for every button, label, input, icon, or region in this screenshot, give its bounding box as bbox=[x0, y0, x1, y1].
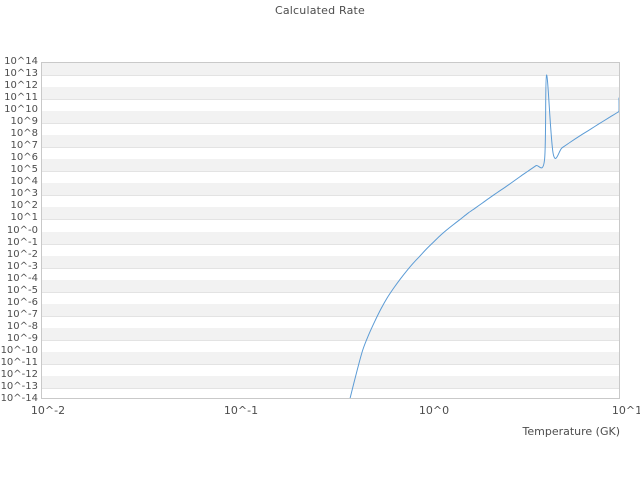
y-tick-label: 10^13 bbox=[4, 68, 38, 80]
y-gridline bbox=[42, 292, 619, 293]
y-tick-label: 10^3 bbox=[10, 188, 38, 200]
y-tick-label: 10^2 bbox=[10, 200, 38, 212]
plot-band bbox=[42, 135, 619, 148]
y-gridline bbox=[42, 244, 619, 245]
plot-background-bands bbox=[42, 63, 619, 398]
y-gridline bbox=[42, 364, 619, 365]
y-tick-label: 10^7 bbox=[10, 140, 38, 152]
x-tick-label: 10^-2 bbox=[30, 404, 66, 417]
plot-band bbox=[42, 255, 619, 268]
y-gridline bbox=[42, 75, 619, 76]
y-tick-label: 10^11 bbox=[4, 92, 38, 104]
y-tick-label: 10^-2 bbox=[6, 248, 38, 260]
y-tick-label: 10^-11 bbox=[0, 356, 38, 368]
y-tick-label: 10^-13 bbox=[0, 380, 38, 392]
y-gridline bbox=[42, 268, 619, 269]
y-gridline bbox=[42, 388, 619, 389]
y-gridline bbox=[42, 340, 619, 341]
y-tick-label: 10^-12 bbox=[0, 368, 38, 380]
y-tick-label: 10^9 bbox=[10, 116, 38, 128]
y-tick-label: 10^-5 bbox=[6, 284, 38, 296]
y-tick-label: 10^12 bbox=[4, 80, 38, 92]
y-tick-label: 10^-6 bbox=[6, 296, 38, 308]
plot-band bbox=[42, 207, 619, 220]
x-tick-label: 10^0 bbox=[418, 404, 450, 417]
y-tick-label: 10^10 bbox=[4, 104, 38, 116]
y-tick-label: 10^-8 bbox=[6, 320, 38, 332]
plot-band bbox=[42, 63, 619, 76]
y-axis-tick-labels: 10^14 10^13 10^12 10^11 10^10 10^9 10^8 10^7 10^… bbox=[0, 0, 41, 480]
y-tick-label: 10^-1 bbox=[6, 236, 38, 248]
y-tick-label: 10^8 bbox=[10, 128, 38, 140]
plot-band bbox=[42, 111, 619, 124]
plot-band bbox=[42, 279, 619, 292]
y-gridline bbox=[42, 195, 619, 196]
y-tick-label: 10^-9 bbox=[6, 332, 38, 344]
rate-curve-line bbox=[349, 74, 619, 398]
plot-band bbox=[42, 327, 619, 340]
x-tick-label: 10^-1 bbox=[223, 404, 259, 417]
plot-band bbox=[42, 303, 619, 316]
y-tick-label: 10^-3 bbox=[6, 260, 38, 272]
plot-band bbox=[42, 159, 619, 172]
y-tick-label: 10^-0 bbox=[6, 224, 38, 236]
y-gridline bbox=[42, 316, 619, 317]
y-tick-label: 10^4 bbox=[10, 176, 38, 188]
y-tick-label: 10^14 bbox=[4, 56, 38, 67]
y-gridline bbox=[42, 219, 619, 220]
plot-band bbox=[42, 375, 619, 388]
x-tick-label: 10^1 bbox=[611, 404, 640, 417]
chart-title: Calculated Rate bbox=[274, 4, 366, 17]
y-gridline bbox=[42, 123, 619, 124]
y-gridline bbox=[42, 171, 619, 172]
y-tick-label: 10^1 bbox=[10, 212, 38, 224]
plot-band bbox=[42, 183, 619, 196]
y-gridline bbox=[42, 147, 619, 148]
plot-band bbox=[42, 351, 619, 364]
y-tick-label: 10^-7 bbox=[6, 308, 38, 320]
plot-band bbox=[42, 231, 619, 244]
plot-band bbox=[42, 87, 619, 100]
y-tick-label: 10^-14 bbox=[0, 393, 38, 404]
y-tick-label: 10^5 bbox=[10, 164, 38, 176]
rate-curve-svg bbox=[349, 74, 619, 398]
y-tick-label: 10^6 bbox=[10, 152, 38, 164]
plot-area bbox=[41, 62, 620, 399]
y-gridline bbox=[42, 99, 619, 100]
x-axis-title: Temperature (GK) bbox=[522, 425, 621, 438]
y-tick-label: 10^-10 bbox=[0, 344, 38, 356]
y-tick-label: 10^-4 bbox=[6, 272, 38, 284]
